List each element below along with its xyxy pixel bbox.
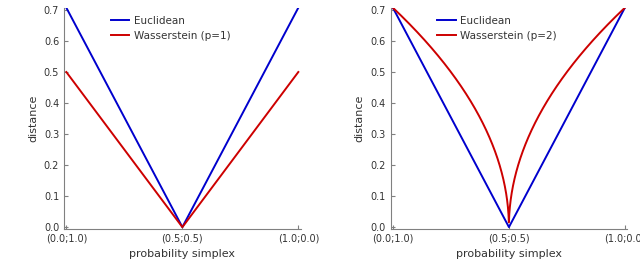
Wasserstein (p=2) — [621, 6, 628, 9]
Wasserstein (p=1) — [74, 86, 82, 90]
Wasserstein (p=1) — [245, 136, 253, 140]
Wasserstein (p=2) — [505, 221, 513, 224]
Wasserstein (p=1) — [179, 225, 186, 229]
Euclidean — [74, 28, 82, 32]
Wasserstein (p=1) — [169, 213, 177, 217]
Wasserstein (p=1) — [288, 79, 296, 83]
Wasserstein (p=2) — [389, 6, 397, 9]
Legend: Euclidean, Wasserstein (p=1): Euclidean, Wasserstein (p=1) — [109, 14, 232, 43]
Wasserstein (p=1) — [288, 79, 296, 83]
Wasserstein (p=1) — [63, 70, 70, 74]
Euclidean — [175, 220, 183, 223]
Euclidean — [614, 19, 622, 22]
Line: Wasserstein (p=2): Wasserstein (p=2) — [393, 8, 625, 222]
Euclidean — [614, 19, 622, 22]
Wasserstein (p=2) — [614, 12, 622, 16]
Euclidean — [502, 220, 509, 223]
Wasserstein (p=2) — [502, 189, 509, 193]
Line: Euclidean: Euclidean — [67, 8, 298, 227]
Wasserstein (p=2) — [572, 59, 579, 62]
Wasserstein (p=2) — [496, 163, 504, 167]
Y-axis label: distance: distance — [28, 95, 38, 142]
Euclidean — [63, 6, 70, 9]
Euclidean — [401, 28, 408, 32]
Euclidean — [288, 19, 296, 22]
Wasserstein (p=1) — [294, 70, 302, 74]
Euclidean — [572, 99, 579, 102]
Legend: Euclidean, Wasserstein (p=2): Euclidean, Wasserstein (p=2) — [435, 14, 559, 43]
Euclidean — [496, 208, 504, 211]
X-axis label: probability simplex: probability simplex — [129, 249, 236, 259]
Euclidean — [621, 6, 628, 9]
Euclidean — [169, 208, 177, 211]
Wasserstein (p=2) — [401, 18, 408, 21]
Euclidean — [294, 6, 302, 9]
Euclidean — [288, 19, 296, 22]
X-axis label: probability simplex: probability simplex — [456, 249, 562, 259]
Line: Wasserstein (p=1): Wasserstein (p=1) — [67, 72, 298, 227]
Euclidean — [505, 225, 513, 229]
Euclidean — [179, 225, 186, 229]
Line: Euclidean: Euclidean — [393, 8, 625, 227]
Euclidean — [245, 99, 253, 102]
Wasserstein (p=1) — [175, 221, 183, 225]
Wasserstein (p=2) — [614, 13, 622, 16]
Y-axis label: distance: distance — [355, 95, 365, 142]
Euclidean — [389, 6, 397, 9]
